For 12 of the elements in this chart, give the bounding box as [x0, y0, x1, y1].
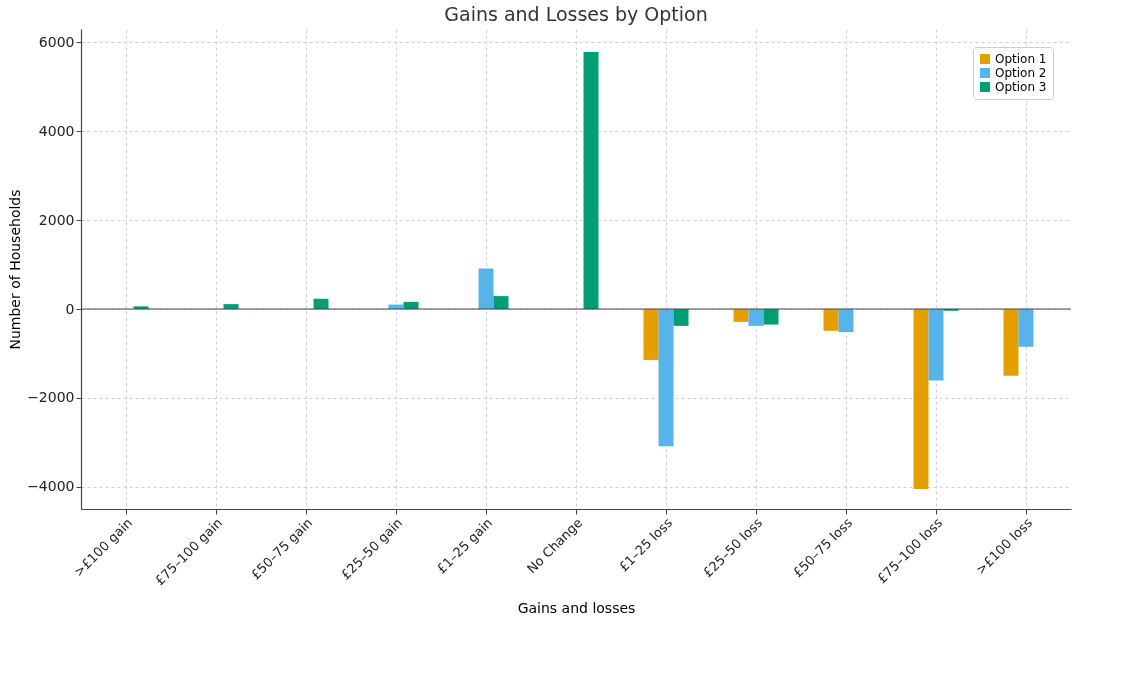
x-axis-title: Gains and losses — [517, 600, 636, 617]
y-axis-title: Number of Households — [7, 189, 24, 350]
legend-label: Option 1 — [995, 52, 1047, 66]
legend-label: Option 3 — [995, 80, 1047, 94]
chart-title: Gains and Losses by Option — [444, 3, 708, 25]
y-tick-label: 6000 — [38, 33, 75, 50]
y-tick-label: 2000 — [38, 211, 75, 228]
y-tick-label: 4000 — [38, 122, 75, 139]
y-tick-label: −4000 — [27, 478, 75, 495]
y-tick-label: −2000 — [27, 389, 75, 406]
legend-label: Option 2 — [995, 66, 1047, 80]
y-tick-label: 0 — [65, 300, 75, 317]
